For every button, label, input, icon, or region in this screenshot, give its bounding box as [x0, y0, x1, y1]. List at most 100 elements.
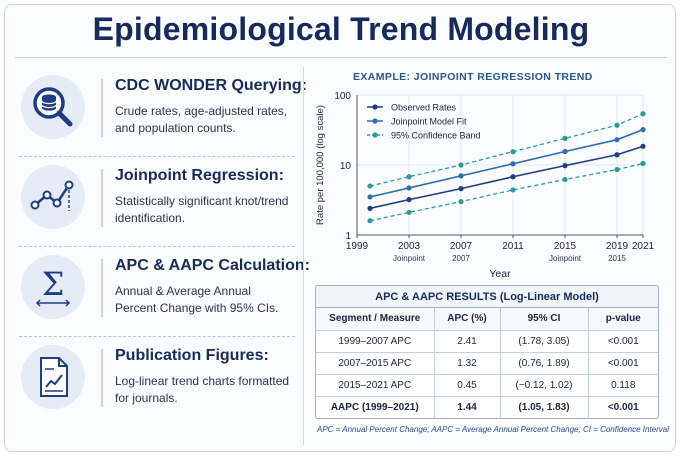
series-point [406, 185, 412, 191]
title-divider [15, 57, 667, 58]
feature-title: APC & AAPC Calculation: [115, 257, 310, 274]
series-point [367, 218, 373, 224]
y-tick-label: 10 [340, 161, 352, 172]
table-cell: 0.118 [588, 374, 658, 397]
table-row: 2007–2015 APC 1.32 (0.76, 1.89) <0.001 [316, 352, 658, 375]
series-point [614, 137, 620, 143]
y-tick-label: 1 [345, 231, 351, 242]
joinpoint-chart: 1999 2003 2007 2011 2015 2019 2021 1 10 100 Joinpo… [315, 91, 655, 280]
table-header-cell: p-value [588, 308, 658, 331]
joinpoint-annotation: 2015 [608, 254, 626, 263]
feature-separator [101, 169, 103, 227]
table-row: AAPC (1999–2021) 1.44 (1.05, 1.83) <0.00… [316, 396, 658, 418]
x-tick-label: 2007 [450, 241, 473, 252]
table-footnote: APC = Annual Percent Change; AAPC = Aver… [317, 425, 669, 434]
x-tick-label: 2019 [606, 241, 629, 252]
series-point [458, 186, 464, 192]
results-table: Segment / Measure APC (%) 95% CI p-value… [316, 308, 658, 418]
table-header-cell: APC (%) [434, 308, 501, 331]
series-point [640, 143, 646, 149]
table-header-row: Segment / Measure APC (%) 95% CI p-value [316, 308, 658, 331]
series-point [640, 160, 646, 167]
feature-joinpoint: Joinpoint Regression: Statistically sign… [19, 157, 295, 247]
series-point [562, 176, 568, 183]
series-point [510, 161, 516, 167]
x-tick-label: 2003 [398, 241, 421, 252]
joinpoint-annotation: Joinpoint [549, 254, 582, 263]
feature-icon-badge [21, 345, 85, 409]
table-cell: 0.45 [434, 374, 501, 397]
series-point [367, 205, 373, 211]
feature-description: Statistically significant knot/trend ide… [115, 194, 289, 225]
feature-publication: Publication Figures: Log-linear trend ch… [19, 337, 295, 427]
series-point [510, 149, 516, 155]
feature-cdc-wonder: CDC WONDER Querying: Crude rates, age-ad… [19, 67, 307, 157]
joinpoint-annotation: 2007 [452, 254, 470, 263]
table-cell: (1.05, 1.83) [500, 396, 589, 418]
x-tick-label: 2015 [554, 241, 577, 252]
feature-title: Joinpoint Regression: [115, 167, 284, 184]
table-cell: 1.32 [434, 352, 501, 375]
chart-title: EXAMPLE: JOINPOINT REGRESSION TREND [353, 71, 593, 83]
table-cell: (0.76, 1.89) [500, 352, 589, 375]
table-cell: 2007–2015 APC [316, 352, 435, 375]
series-point [614, 122, 620, 128]
feature-separator [101, 349, 103, 407]
x-tick-label: 2011 [502, 241, 524, 252]
table-header-cell: Segment / Measure [316, 308, 435, 331]
series-point [458, 199, 464, 205]
results-table-panel: APC & AAPC RESULTS (Log-Linear Model) Se… [315, 285, 659, 419]
feature-icon-badge [21, 75, 85, 139]
feature-description: Annual & Average Annual Percent Change w… [115, 284, 279, 315]
feature-apc-aapc: Σ APC & AAPC Calculation: Annual & Avera… [19, 247, 310, 337]
table-row: 2015–2021 APC 0.45 (−0.12, 1.02) 0.118 [316, 374, 658, 397]
table-header-cell: 95% CI [500, 308, 589, 331]
y-axis-label: Rate per 100,000 (log scale) [315, 105, 326, 225]
line-chart-icon [30, 180, 74, 211]
series-point [614, 166, 620, 173]
x-tick-label: 2021 [632, 241, 655, 252]
series-point [562, 163, 568, 169]
svg-text:Σ: Σ [42, 265, 65, 303]
page-title: Epidemiological Trend Modeling [92, 11, 590, 47]
series-point [614, 152, 620, 158]
feature-title: CDC WONDER Querying: [115, 77, 307, 94]
table-cell: (−0.12, 1.02) [500, 374, 589, 397]
feature-separator [101, 79, 103, 137]
table-cell: <0.001 [588, 330, 658, 353]
table-cell: 2.41 [434, 330, 501, 353]
table-cell: (1.78, 3.05) [500, 330, 589, 353]
legend-swatch-marker [372, 104, 378, 110]
series-point [367, 183, 373, 189]
results-table-title: APC & AAPC RESULTS (Log-Linear Model) [316, 286, 658, 308]
feature-title: Publication Figures: [115, 347, 269, 364]
joinpoint-annotation: Joinpoint [393, 254, 426, 263]
series-point [406, 197, 412, 203]
series-point [458, 173, 464, 179]
database-search-icon [33, 87, 73, 127]
legend-swatch-marker [372, 118, 378, 124]
legend-entry: Observed Rates [391, 103, 457, 113]
table-cell: 1999–2007 APC [316, 330, 435, 353]
feature-description: Crude rates, age-adjusted rates, and pop… [115, 104, 288, 135]
series-point [510, 187, 516, 193]
series-point [458, 162, 464, 168]
series-point [406, 209, 412, 216]
series-point [406, 174, 412, 180]
legend-entry: Joinpoint Model Fit [391, 117, 467, 127]
infographic-frame: Epidemiological Trend Modeling CDC WONDE… [4, 4, 676, 452]
feature-list: CDC WONDER Querying: Crude rates, age-ad… [19, 67, 310, 427]
x-tick-label: 1999 [346, 241, 369, 252]
feature-separator [101, 259, 103, 317]
table-cell: <0.001 [607, 401, 639, 413]
table-cell: <0.001 [588, 352, 658, 375]
table-row: 1999–2007 APC 2.41 (1.78, 3.05) <0.001 [316, 330, 658, 353]
x-axis-label: Year [489, 268, 511, 280]
table-cell: 1.44 [434, 396, 501, 418]
feature-description: Log-linear trend charts formatted for jo… [115, 374, 290, 405]
feature-icon-badge [21, 165, 85, 229]
feature-icon-badge: Σ [21, 255, 85, 319]
table-cell: 2015–2021 APC [316, 374, 435, 397]
series-point [640, 111, 646, 117]
section-divider [303, 67, 304, 445]
